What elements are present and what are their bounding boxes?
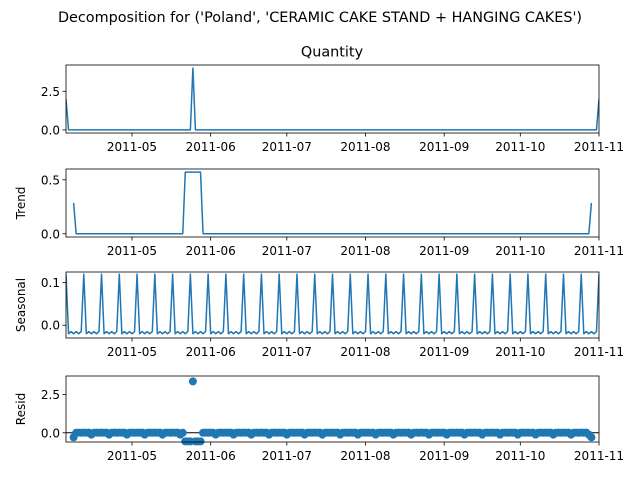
y-tick-label: 0.5 (41, 173, 60, 187)
x-tick-label: 2011-09 (419, 140, 469, 154)
x-tick-label: 2011-10 (495, 244, 545, 258)
x-tick-label: 2011-07 (262, 140, 312, 154)
panel-resid: Resid 0.0 2.5 2011-05 2011-06 2011-07 2011-08… (14, 375, 624, 463)
x-tick-label: 2011-08 (340, 345, 390, 359)
x-tick-label: 2011-09 (419, 345, 469, 359)
panel-trend-series (72, 171, 593, 235)
panel-quantity: Quantity 0.0 2.5 2011-05 2011-06 2011-07 2011… (41, 45, 624, 155)
resid-point (196, 437, 205, 446)
x-tick-label: 2011-07 (262, 345, 312, 359)
x-tick-label: 2011-09 (419, 449, 469, 463)
x-tick-label: 2011-05 (107, 140, 157, 154)
x-tick-label: 2011-06 (186, 449, 236, 463)
x-tick-label: 2011-05 (107, 345, 157, 359)
x-tick-label: 2011-05 (107, 449, 157, 463)
x-tick-label: 2011-06 (186, 244, 236, 258)
x-tick-label: 2011-08 (340, 244, 390, 258)
panel-resid-ylabel: Resid (14, 393, 28, 425)
y-tick-label: 2.5 (41, 85, 60, 99)
x-tick-label: 2011-10 (495, 140, 545, 154)
x-tick-label: 2011-11 (574, 140, 624, 154)
y-tick-label: 0.1 (41, 276, 60, 290)
series-line (66, 273, 599, 335)
x-tick-label: 2011-08 (340, 140, 390, 154)
panel-seasonal-ylabel: Seasonal (14, 278, 28, 332)
x-tick-label: 2011-10 (495, 345, 545, 359)
y-tick-label: 0.0 (41, 123, 60, 137)
resid-point (178, 428, 187, 437)
series-line (66, 67, 599, 131)
panel-seasonal: Seasonal 0.0 0.1 2011-05 2011-06 2011-07 2011… (14, 271, 624, 359)
resid-point (587, 433, 596, 442)
resid-point (188, 377, 197, 386)
x-tick-label: 2011-05 (107, 244, 157, 258)
panel-quantity-title: Quantity (301, 45, 364, 61)
panel-resid-ticks: 0.0 2.5 2011-05 2011-06 2011-07 2011-08 2011-0… (41, 388, 624, 463)
panel-trend-ticks: 0.0 0.5 2011-05 2011-06 2011-07 2011-08 2011-0… (41, 173, 624, 258)
panel-trend-frame (65, 168, 600, 238)
x-tick-label: 2011-06 (186, 345, 236, 359)
panel-seasonal-series (66, 273, 599, 335)
panel-trend-ylabel: Trend (14, 187, 28, 221)
panel-quantity-ticks: 0.0 2.5 2011-05 2011-06 2011-07 2011-08 2011-0… (41, 85, 624, 154)
x-tick-label: 2011-08 (340, 449, 390, 463)
y-tick-label: 2.5 (41, 388, 60, 402)
y-tick-label: 0.0 (41, 426, 60, 440)
panel-trend: Trend 0.0 0.5 2011-05 2011-06 2011-07 2011-08… (14, 168, 624, 258)
panel-resid-series (66, 377, 599, 446)
x-tick-label: 2011-07 (262, 244, 312, 258)
x-tick-label: 2011-10 (495, 449, 545, 463)
x-tick-label: 2011-11 (574, 345, 624, 359)
figure-suptitle: Decomposition for ('Poland', 'CERAMIC CA… (58, 10, 582, 26)
x-tick-label: 2011-11 (574, 244, 624, 258)
panel-seasonal-frame (65, 271, 600, 339)
panel-quantity-series (66, 67, 599, 131)
y-tick-label: 0.0 (41, 227, 60, 241)
series-line (72, 171, 593, 235)
x-tick-label: 2011-11 (574, 449, 624, 463)
y-tick-label: 0.0 (41, 319, 60, 333)
x-tick-label: 2011-09 (419, 244, 469, 258)
panel-quantity-frame (65, 64, 600, 134)
panel-seasonal-ticks: 0.0 0.1 2011-05 2011-06 2011-07 2011-08 2011-0… (41, 276, 624, 359)
panel-resid-frame (65, 375, 600, 443)
x-tick-label: 2011-06 (186, 140, 236, 154)
x-tick-label: 2011-07 (262, 449, 312, 463)
